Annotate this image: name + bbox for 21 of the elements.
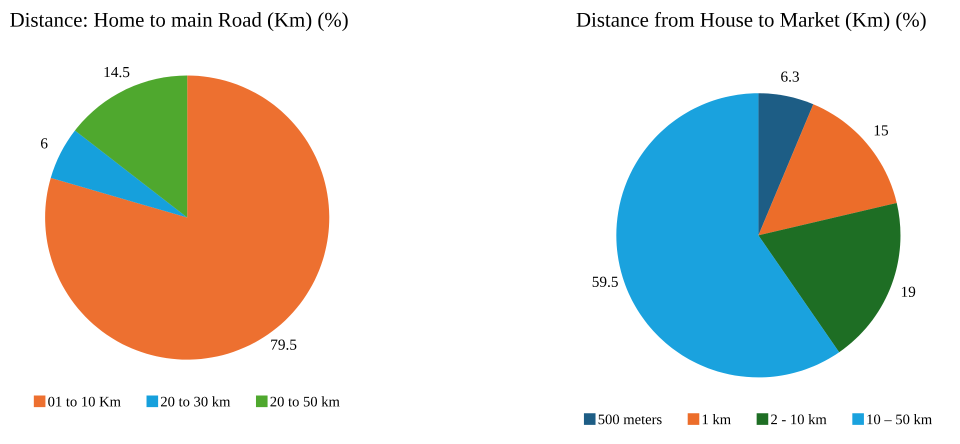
legend-label: 1 km (702, 414, 731, 424)
data-label: 6 (40, 138, 48, 148)
data-label: 79.5 (271, 340, 296, 350)
legend-label: 2 - 10 km (771, 414, 827, 424)
legend-label: 01 to 10 Km (48, 396, 121, 407)
legend-label: 10 – 50 km (867, 414, 932, 424)
data-label: 14.5 (104, 66, 130, 78)
data-label: 6.3 (781, 71, 799, 82)
pie-slice (616, 93, 840, 378)
data-label: 19 (902, 286, 916, 297)
data-label: 15 (874, 125, 888, 136)
chart-title: Distance from House to Market (Km) (%) (576, 12, 926, 32)
pie-slice (50, 130, 188, 218)
pie-slice (758, 93, 814, 236)
legend-label: 500 meters (598, 414, 662, 424)
legend-label: 20 to 50 km (270, 396, 340, 407)
pie-slice (758, 104, 897, 236)
chart-title: Distance: Home to main Road (Km) (%) (10, 12, 348, 32)
data-label: 59.5 (592, 276, 618, 287)
pie-slice (758, 202, 900, 352)
legend-label: 20 to 30 km (160, 396, 230, 407)
